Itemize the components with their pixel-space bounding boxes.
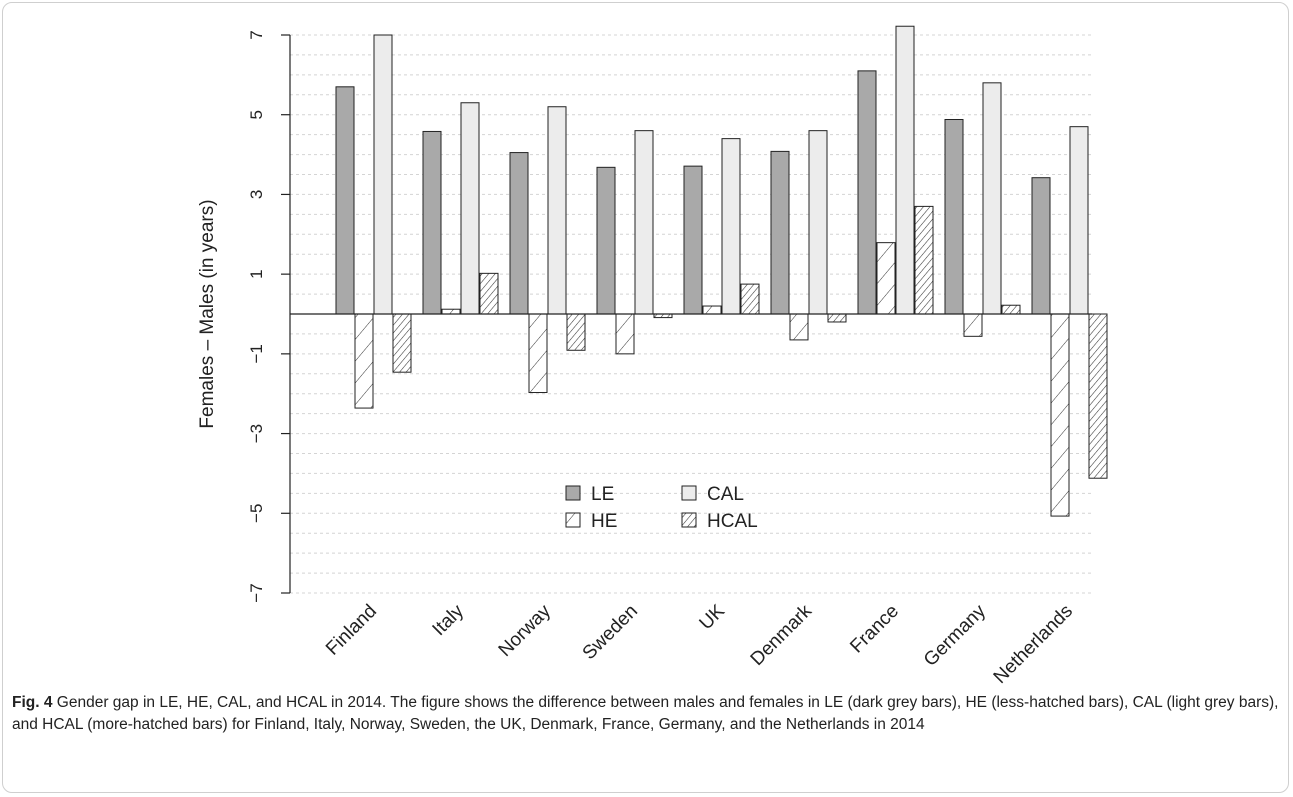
bar-le-norway <box>509 152 529 315</box>
x-tick-label-germany: Germany <box>920 600 990 670</box>
y-tick-label: 5 <box>247 110 266 119</box>
x-tick-label-norway: Norway <box>495 600 556 661</box>
bar-he-netherlands <box>1050 313 1070 517</box>
x-tick-label-sweden: Sweden <box>579 601 642 664</box>
x-tick-label-finland: Finland <box>322 601 381 660</box>
bar-cal-netherlands <box>1069 126 1089 315</box>
y-tick-label: −7 <box>247 583 266 602</box>
x-tick-label-uk: UK <box>696 600 730 634</box>
bar-cal-uk <box>721 138 741 315</box>
y-tick-label: −5 <box>247 504 266 523</box>
bar-he-sweden <box>615 313 635 355</box>
bar-cal-france <box>895 25 915 315</box>
figure-caption: Fig. 4 Gender gap in LE, HE, CAL, and HC… <box>12 692 1280 736</box>
legend: LE CAL HE HCAL <box>565 484 758 532</box>
bar-he-uk <box>702 305 722 315</box>
bar-le-finland <box>335 86 355 315</box>
y-axis: −7 −5 −3 −1 1 3 5 7 <box>247 30 291 603</box>
x-tick-label-france: France <box>846 601 903 658</box>
bar-le-denmark <box>770 150 790 315</box>
bar-he-france <box>876 242 896 315</box>
y-tick-label: 1 <box>247 269 266 278</box>
x-tick-labels: Finland Italy Norway Sweden UK Denmark France G… <box>322 600 1077 688</box>
bar-cal-finland <box>373 34 393 315</box>
bar-hcal-germany <box>1001 304 1021 315</box>
bar-he-denmark <box>789 313 809 341</box>
legend-label-cal: CAL <box>707 484 744 505</box>
bar-he-norway <box>528 313 548 394</box>
bar-hcal-denmark <box>827 313 847 323</box>
bar-cal-italy <box>460 102 480 315</box>
bar-he-italy <box>441 308 461 315</box>
bar-hcal-uk <box>740 283 760 315</box>
bar-cal-denmark <box>808 130 828 315</box>
legend-label-hcal: HCAL <box>707 511 758 532</box>
y-tick-label: −1 <box>247 344 266 363</box>
bar-le-uk <box>683 165 703 315</box>
bar-le-germany <box>944 118 964 315</box>
y-tick-label: −3 <box>247 424 266 443</box>
caption-text: Gender gap in LE, HE, CAL, and HCAL in 2… <box>12 694 1279 733</box>
bars <box>290 25 1108 517</box>
bar-le-france <box>857 70 877 315</box>
legend-swatch-hcal <box>681 512 697 528</box>
y-axis-label: Females – Males (in years) <box>197 199 218 428</box>
bar-cal-norway <box>547 106 567 315</box>
bar-le-sweden <box>596 166 616 315</box>
bar-cal-germany <box>982 82 1002 315</box>
x-tick-label-netherlands: Netherlands <box>990 601 1077 688</box>
y-tick-label: 7 <box>247 30 266 39</box>
bar-hcal-netherlands <box>1088 313 1108 479</box>
y-tick-label: 3 <box>247 190 266 199</box>
legend-swatch-cal <box>681 485 697 501</box>
x-tick-label-italy: Italy <box>429 600 469 640</box>
bar-chart: −7 −5 −3 −1 1 3 5 7 Finland Italy Norway Sweden UK D… <box>197 25 1108 688</box>
bar-he-germany <box>963 313 983 337</box>
bar-he-finland <box>354 313 374 409</box>
bar-hcal-italy <box>479 272 499 315</box>
bar-cal-sweden <box>634 130 654 315</box>
legend-swatch-le <box>565 485 581 501</box>
bar-le-italy <box>422 130 442 315</box>
legend-label-he: HE <box>591 511 617 532</box>
bar-hcal-france <box>914 205 934 315</box>
bar-le-netherlands <box>1031 177 1051 315</box>
legend-swatch-he <box>565 512 581 528</box>
bar-hcal-finland <box>392 313 412 373</box>
bar-hcal-norway <box>566 313 586 351</box>
x-tick-label-denmark: Denmark <box>747 600 817 670</box>
caption-label: Fig. 4 <box>12 694 53 711</box>
legend-label-le: LE <box>591 484 614 505</box>
